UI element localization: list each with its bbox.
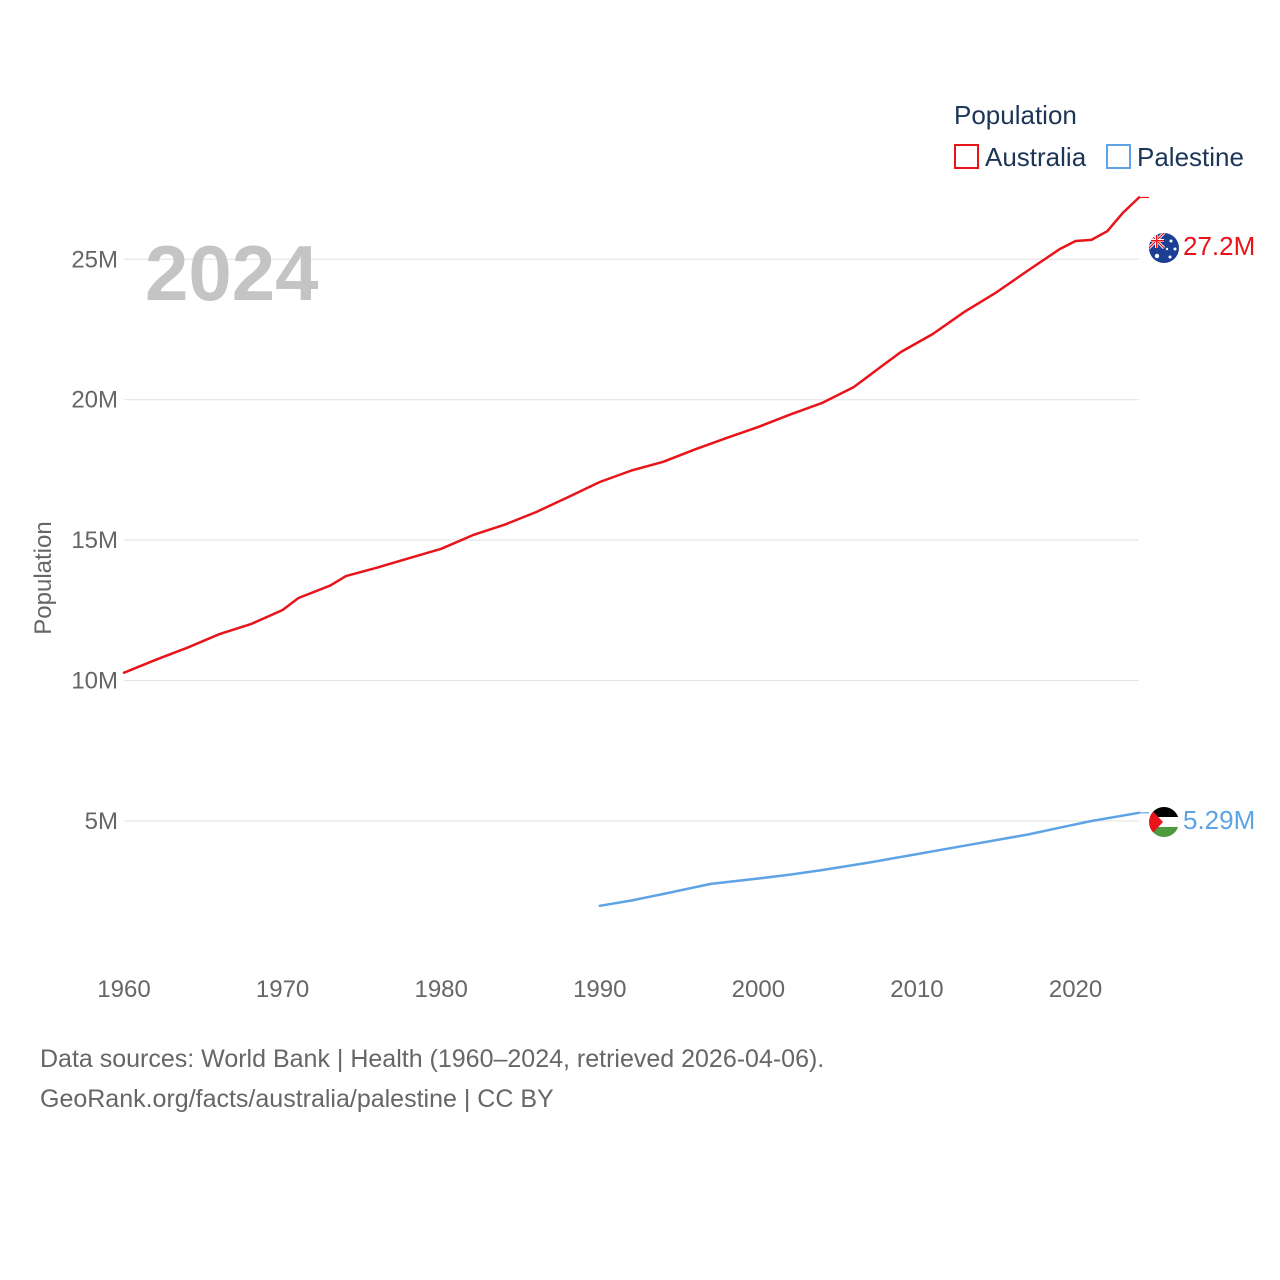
y-tick-label: 15M: [71, 527, 118, 554]
y-axis-title: Population: [30, 521, 57, 634]
y-tick-label: 10M: [71, 668, 118, 695]
legend-swatch-palestine: [1106, 144, 1131, 169]
end-label-australia: 27.2M: [1183, 231, 1255, 261]
x-tick-label: 2010: [890, 976, 943, 1003]
series-line-palestine[interactable]: [598, 811, 1141, 908]
end-label-palestine: 5.29M: [1183, 805, 1255, 835]
footer-sources: Data sources: World Bank | Health (1960–…: [40, 1045, 825, 1073]
australia-flag-icon: [1149, 233, 1179, 263]
y-axis-ticks: 5M 10M 15M 20M 25M: [71, 246, 118, 835]
year-label: 2024: [145, 229, 319, 317]
legend: Population Australia Palestine: [954, 100, 1244, 172]
legend-item-australia[interactable]: Australia: [954, 142, 1087, 172]
x-axis-ticks: 1960 1970 1980 1990 2000 2010 2020: [97, 976, 1102, 1003]
x-tick-label: 1980: [414, 976, 467, 1003]
legend-item-palestine[interactable]: Palestine: [1106, 142, 1244, 172]
legend-label-australia: Australia: [985, 142, 1087, 172]
x-tick-label: 1990: [573, 976, 626, 1003]
footer-credit[interactable]: GeoRank.org/facts/australia/palestine | …: [40, 1085, 554, 1113]
legend-label-palestine: Palestine: [1137, 142, 1244, 172]
palestine-flag-icon: [1149, 807, 1179, 837]
legend-swatch-australia: [954, 144, 979, 169]
series-line-australia[interactable]: [122, 196, 1141, 674]
x-tick-label: 2020: [1049, 976, 1102, 1003]
y-tick-label: 25M: [71, 246, 118, 273]
legend-title: Population: [954, 100, 1077, 130]
y-tick-label: 5M: [85, 808, 118, 835]
x-tick-label: 2000: [732, 976, 785, 1003]
series-layer: [122, 196, 1149, 908]
gridlines: [124, 258, 1139, 822]
x-tick-label: 1960: [97, 976, 150, 1003]
y-tick-label: 20M: [71, 387, 118, 414]
x-tick-label: 1970: [256, 976, 309, 1003]
